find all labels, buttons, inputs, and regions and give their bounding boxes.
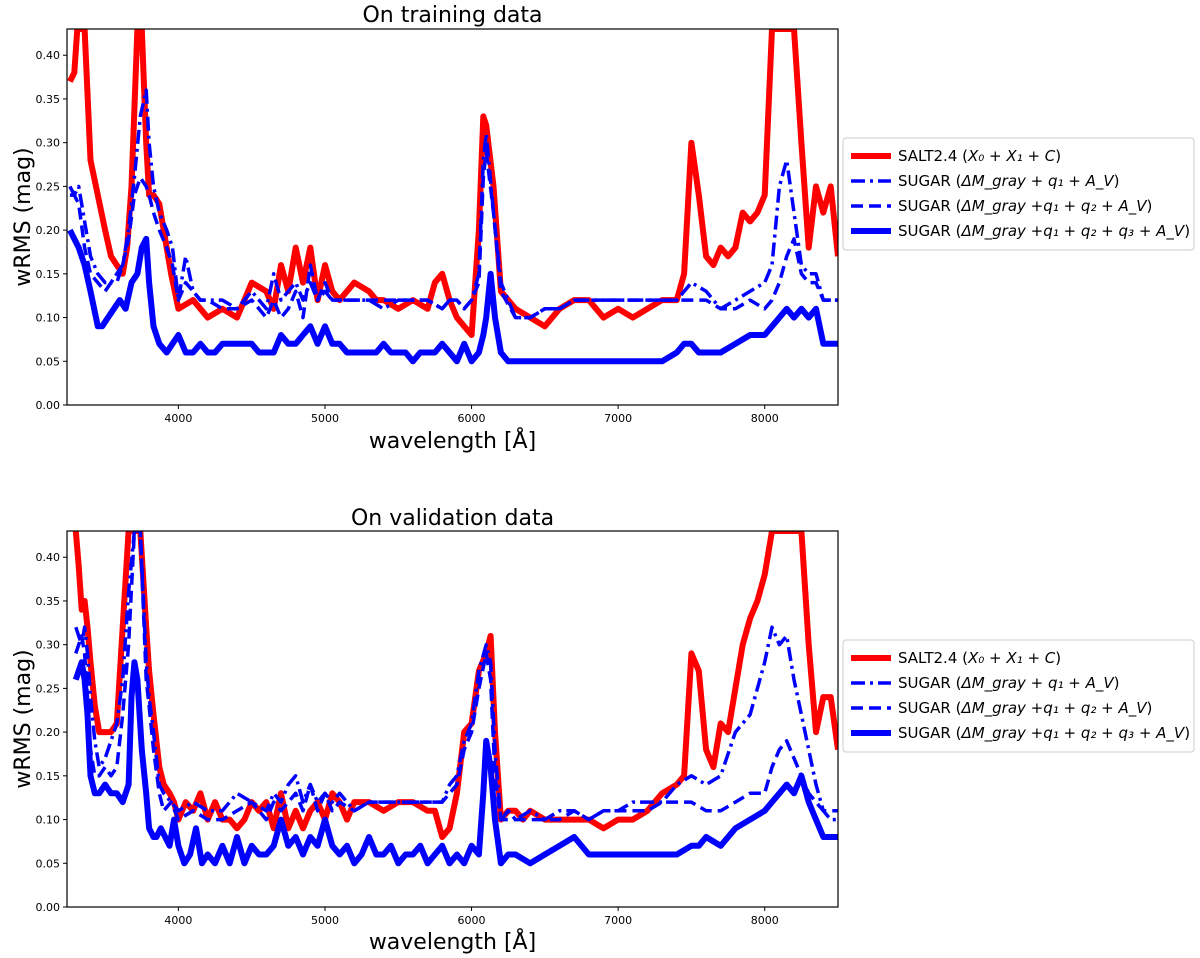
x-tick-label: 8000 bbox=[751, 914, 779, 927]
chart-title: On training data bbox=[362, 3, 542, 28]
y-tick-label: 0.05 bbox=[36, 355, 61, 368]
y-tick-label: 0.20 bbox=[36, 224, 61, 237]
legend-label-3: SUGAR (ΔM_gray +q₁ + q₂ + A_V) bbox=[898, 197, 1152, 216]
legend-label-suffix: ) bbox=[1114, 674, 1120, 692]
x-tick-label: 5000 bbox=[311, 914, 339, 927]
legend-label-prefix: SUGAR ( bbox=[898, 172, 961, 190]
y-tick-label: 0.15 bbox=[36, 770, 61, 783]
y-tick-label: 0.30 bbox=[36, 137, 61, 150]
series-line-1 bbox=[72, 531, 838, 840]
y-tick-label: 0.20 bbox=[36, 726, 61, 739]
legend-label-2: SUGAR (ΔM_gray + q₁ + A_V) bbox=[898, 172, 1120, 191]
y-tick-label: 0.15 bbox=[36, 268, 61, 281]
legend-label-math: ΔM_gray +q₁ + q₂ + q₃ + A_V bbox=[960, 222, 1185, 241]
legend-label-prefix: SUGAR ( bbox=[898, 197, 961, 215]
plot-area bbox=[72, 531, 838, 867]
y-tick-label: 0.10 bbox=[36, 312, 61, 325]
x-tick-label: 7000 bbox=[604, 914, 632, 927]
x-tick-label: 6000 bbox=[458, 914, 486, 927]
legend-label-prefix: SUGAR ( bbox=[898, 674, 961, 692]
x-tick-label: 6000 bbox=[458, 412, 486, 425]
legend-box bbox=[842, 639, 1195, 753]
y-tick-label: 0.40 bbox=[36, 551, 61, 564]
legend-label-suffix: ) bbox=[1147, 699, 1153, 717]
series-line-4 bbox=[72, 659, 838, 867]
legend-label-3: SUGAR (ΔM_gray +q₁ + q₂ + A_V) bbox=[898, 699, 1152, 718]
x-tick-label: 4000 bbox=[164, 914, 192, 927]
legend-label-suffix: ) bbox=[1055, 147, 1061, 165]
legend-box bbox=[842, 137, 1195, 251]
y-tick-label: 0.40 bbox=[36, 49, 61, 62]
legend: SALT2.4 (X₀ + X₁ + C)SUGAR (ΔM_gray + q₁… bbox=[842, 137, 1195, 251]
legend: SALT2.4 (X₀ + X₁ + C)SUGAR (ΔM_gray + q₁… bbox=[842, 639, 1195, 753]
y-tick-label: 0.00 bbox=[36, 399, 61, 412]
legend-label-1: SALT2.4 (X₀ + X₁ + C) bbox=[898, 147, 1061, 165]
chart-title: On validation data bbox=[351, 506, 554, 531]
legend-label-suffix: ) bbox=[1114, 172, 1120, 190]
y-axis-label: wRMS (mag) bbox=[11, 649, 36, 788]
x-axis-label: wavelength [Å] bbox=[369, 427, 536, 454]
legend-label-math: ΔM_gray +q₁ + q₂ + q₃ + A_V bbox=[960, 724, 1185, 743]
legend-label-prefix: SUGAR ( bbox=[898, 222, 961, 240]
y-tick-label: 0.25 bbox=[36, 180, 61, 193]
chart-panel-2: On validation data 0.00 0.05 0.10 0.15 0.20 0.… bbox=[11, 506, 1195, 955]
y-tick-label: 0.05 bbox=[36, 857, 61, 870]
legend-label-4: SUGAR (ΔM_gray +q₁ + q₂ + q₃ + A_V) bbox=[898, 724, 1190, 743]
x-tick-label: 5000 bbox=[311, 412, 339, 425]
legend-label-math: ΔM_gray + q₁ + A_V bbox=[960, 674, 1115, 693]
series-line-3 bbox=[69, 149, 838, 320]
chart-panel-1: On training data 0.00 0.05 0.10 0.15 0.20 0.25… bbox=[11, 3, 1195, 454]
y-tick-label: 0.35 bbox=[36, 595, 61, 608]
x-tick-label: 8000 bbox=[751, 412, 779, 425]
y-tick-label: 0.30 bbox=[36, 639, 61, 652]
legend-label-math: ΔM_gray + q₁ + A_V bbox=[960, 172, 1115, 191]
legend-label-math: ΔM_gray +q₁ + q₂ + A_V bbox=[960, 699, 1148, 718]
x-tick-label: 7000 bbox=[604, 412, 632, 425]
x-axis-label: wavelength [Å] bbox=[369, 928, 536, 955]
y-tick-label: 0.25 bbox=[36, 682, 61, 695]
legend-label-2: SUGAR (ΔM_gray + q₁ + A_V) bbox=[898, 674, 1120, 693]
y-tick-label: 0.10 bbox=[36, 814, 61, 827]
legend-label-prefix: SALT2.4 ( bbox=[898, 649, 968, 667]
legend-label-prefix: SUGAR ( bbox=[898, 699, 961, 717]
legend-label-suffix: ) bbox=[1055, 649, 1061, 667]
y-tick-label: 0.00 bbox=[36, 901, 61, 914]
legend-label-math: X₀ + X₁ + C bbox=[967, 649, 1056, 667]
legend-label-4: SUGAR (ΔM_gray +q₁ + q₂ + q₃ + A_V) bbox=[898, 222, 1190, 241]
y-axis-label: wRMS (mag) bbox=[11, 147, 36, 286]
series-line-4 bbox=[67, 228, 838, 365]
plot-area bbox=[67, 29, 838, 365]
legend-label-suffix: ) bbox=[1147, 197, 1153, 215]
plot-frame bbox=[66, 530, 839, 908]
series-line-3 bbox=[74, 531, 838, 822]
legend-label-math: ΔM_gray +q₁ + q₂ + A_V bbox=[960, 197, 1148, 216]
legend-label-suffix: ) bbox=[1184, 222, 1190, 240]
legend-label-1: SALT2.4 (X₀ + X₁ + C) bbox=[898, 649, 1061, 667]
legend-label-suffix: ) bbox=[1184, 724, 1190, 742]
plot-frame bbox=[66, 28, 839, 406]
series-line-1 bbox=[67, 29, 838, 338]
legend-label-math: X₀ + X₁ + C bbox=[967, 147, 1056, 165]
series-line-2 bbox=[74, 531, 838, 822]
x-tick-label: 4000 bbox=[164, 412, 192, 425]
legend-label-prefix: SALT2.4 ( bbox=[898, 147, 968, 165]
y-tick-label: 0.35 bbox=[36, 93, 61, 106]
legend-label-prefix: SUGAR ( bbox=[898, 724, 961, 742]
